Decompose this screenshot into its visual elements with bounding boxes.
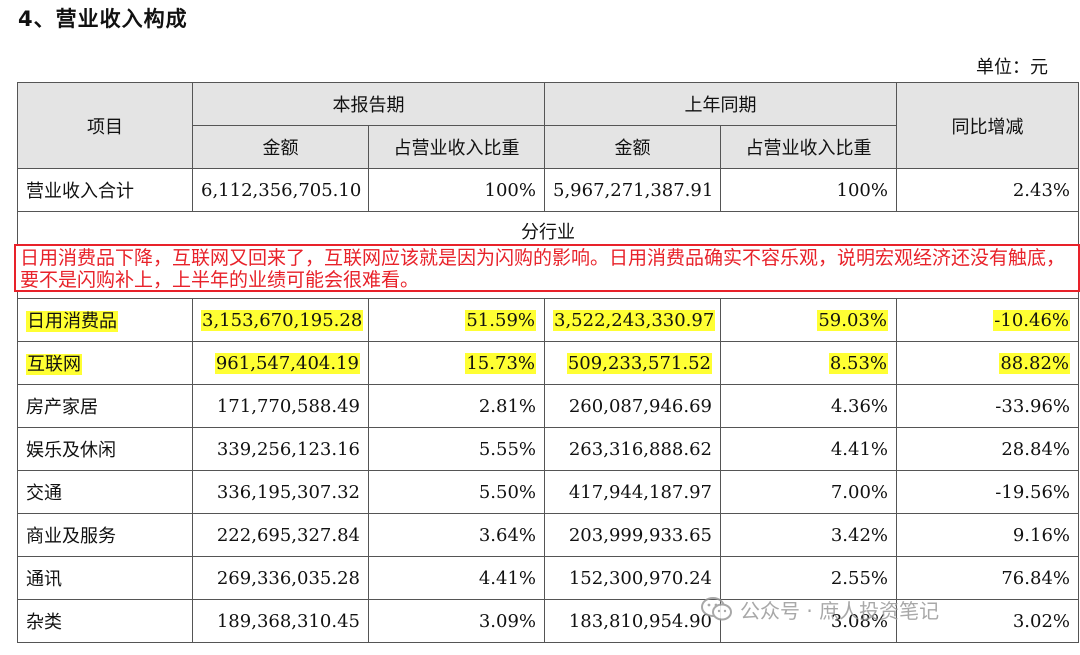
row-cur-ratio: 3.09%	[368, 599, 545, 643]
row-cur-ratio: 4.41%	[368, 556, 545, 600]
row-cur-amount: 269,336,035.28	[192, 556, 369, 600]
table-row: 娱乐及休闲 339,256,123.16 5.55% 263,316,888.6…	[17, 427, 1079, 471]
table-row: 通讯 269,336,035.28 4.41% 152,300,970.24 2…	[17, 556, 1079, 600]
row-prior-amount: 203,999,933.65	[544, 513, 721, 557]
row-label: 通讯	[17, 556, 193, 600]
watermark: 公众号 · 庶人投资笔记	[700, 594, 939, 624]
row-yoy: 76.84%	[896, 556, 1079, 600]
row-prior-amount: 260,087,946.69	[544, 384, 721, 428]
row-cur-amount: 961,547,404.19	[214, 352, 360, 374]
header-row-1: 项目 本报告期 上年同期 同比增减	[17, 82, 1079, 169]
header-item: 项目	[17, 82, 193, 169]
row-cur-ratio: 5.55%	[368, 427, 545, 471]
header-row-2: 金额 占营业收入比重 金额 占营业收入比重	[18, 125, 1079, 169]
row-cur-amount: 339,256,123.16	[192, 427, 369, 471]
row-label: 互联网	[26, 354, 82, 375]
header-yoy: 同比增减	[896, 82, 1079, 169]
wechat-icon	[700, 596, 734, 622]
row-yoy: 9.16%	[896, 513, 1079, 557]
row-prior-amount: 263,316,888.62	[544, 427, 721, 471]
table-row: 商业及服务 222,695,327.84 3.64% 203,999,933.6…	[17, 513, 1079, 557]
header-prior-amount: 金额	[544, 125, 721, 169]
row-cur-ratio: 15.73%	[465, 352, 536, 374]
row-label: 娱乐及休闲	[17, 427, 193, 471]
table-row: 房产家居 171,770,588.49 2.81% 260,087,946.69…	[17, 384, 1079, 428]
row-yoy: -10.46%	[993, 309, 1070, 331]
row-cur-ratio: 3.64%	[368, 513, 545, 557]
unit-label: 单位：元	[976, 57, 1048, 78]
row-prior-ratio: 8.53%	[828, 352, 888, 374]
row-prior-amount: 417,944,187.97	[544, 470, 721, 514]
row-cur-amount: 189,368,310.45	[192, 599, 369, 643]
section-heading: 4、营业收入构成	[18, 7, 188, 31]
table-row: 互联网 961,547,404.19 15.73% 509,233,571.52…	[17, 341, 1079, 385]
header-cur-amount: 金额	[192, 125, 369, 169]
row-prior-ratio: 2.55%	[720, 556, 897, 600]
row-prior-ratio: 7.00%	[720, 470, 897, 514]
row-prior-amount: 3,522,243,330.97	[553, 309, 716, 331]
row-yoy: 88.82%	[999, 352, 1070, 374]
row-label: 杂类	[17, 599, 193, 643]
header-prior-period: 上年同期	[544, 82, 897, 126]
row-prior-amount: 152,300,970.24	[544, 556, 721, 600]
row-cur-amount: 171,770,588.49	[192, 384, 369, 428]
row-prior-ratio: 4.36%	[720, 384, 897, 428]
row-label: 商业及服务	[17, 513, 193, 557]
table-row: 杂类 189,368,310.45 3.09% 183,810,954.90 3…	[17, 599, 1079, 643]
annotation-note: 日用消费品下降，互联网又回来了，互联网应该就是因为闪购的影响。日用消费品确实不容…	[14, 244, 1080, 292]
row-label: 日用消费品	[26, 311, 118, 332]
total-cur-ratio: 100%	[368, 168, 545, 212]
row-label: 房产家居	[17, 384, 193, 428]
header-current-period: 本报告期	[192, 82, 545, 126]
row-cur-ratio: 51.59%	[465, 309, 536, 331]
row-cur-ratio: 2.81%	[368, 384, 545, 428]
row-label: 交通	[17, 470, 193, 514]
row-prior-amount: 183,810,954.90	[544, 599, 721, 643]
total-cur-amount: 6,112,356,705.10	[192, 168, 369, 212]
header-prior-ratio: 占营业收入比重	[720, 125, 897, 169]
row-prior-amount: 509,233,571.52	[566, 352, 712, 374]
row-yoy: -19.56%	[896, 470, 1079, 514]
header-cur-ratio: 占营业收入比重	[368, 125, 545, 169]
revenue-table: 项目 本报告期 上年同期 同比增减 金额 占营业收入比重 金额 占营业收入比重 …	[17, 82, 1079, 643]
total-row: 营业收入合计 6,112,356,705.10 100% 5,967,271,3…	[17, 168, 1079, 212]
row-yoy: 28.84%	[896, 427, 1079, 471]
row-yoy: -33.96%	[896, 384, 1079, 428]
row-prior-ratio: 3.08%	[720, 599, 897, 643]
row-prior-ratio: 59.03%	[817, 309, 888, 331]
total-prior-amount: 5,967,271,387.91	[544, 168, 721, 212]
total-label: 营业收入合计	[17, 168, 193, 212]
row-yoy: 3.02%	[896, 599, 1079, 643]
row-prior-ratio: 4.41%	[720, 427, 897, 471]
row-cur-amount: 336,195,307.32	[192, 470, 369, 514]
row-prior-ratio: 3.42%	[720, 513, 897, 557]
row-cur-amount: 3,153,670,195.28	[201, 309, 364, 331]
row-cur-amount: 222,695,327.84	[192, 513, 369, 557]
total-yoy: 2.43%	[896, 168, 1079, 212]
table-row: 交通 336,195,307.32 5.50% 417,944,187.97 7…	[17, 470, 1079, 514]
total-prior-ratio: 100%	[720, 168, 897, 212]
row-cur-ratio: 5.50%	[368, 470, 545, 514]
watermark-text: 公众号 · 庶人投资笔记	[740, 598, 940, 623]
table-row: 日用消费品 3,153,670,195.28 51.59% 3,522,243,…	[17, 298, 1079, 342]
